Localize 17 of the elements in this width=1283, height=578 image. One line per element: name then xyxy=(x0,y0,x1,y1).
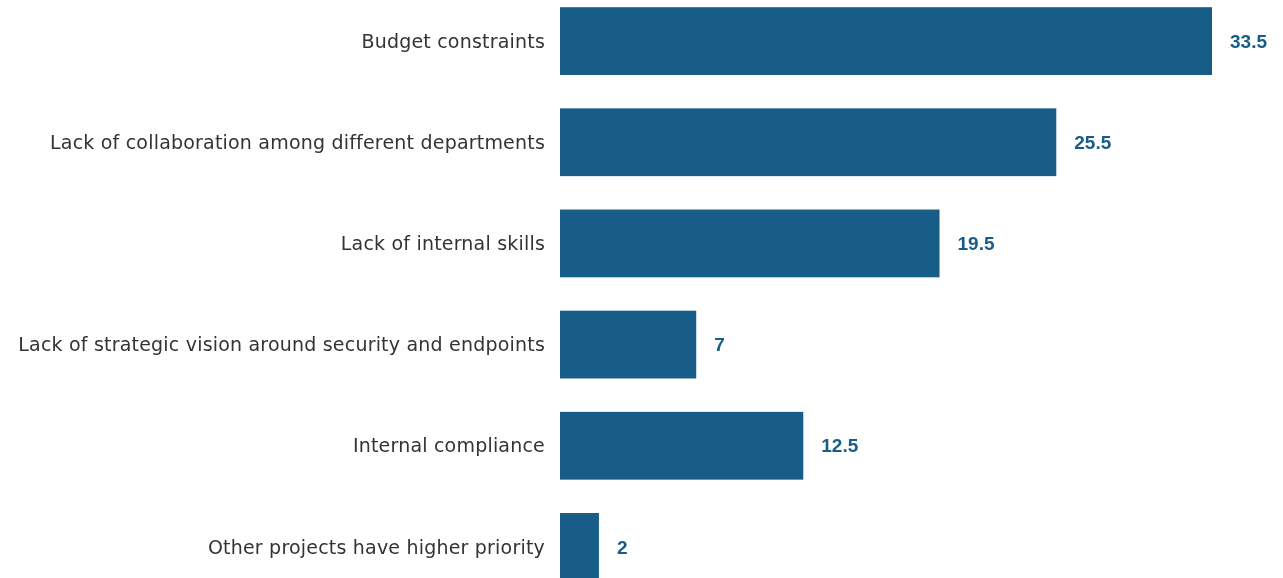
y-tick-label: Budget constraints xyxy=(361,29,545,52)
data-label: 25.5 xyxy=(1074,131,1112,153)
data-label: 2 xyxy=(616,536,628,558)
data-label: 12.5 xyxy=(821,435,859,457)
bar xyxy=(560,7,1212,75)
data-label: 19.5 xyxy=(957,233,995,255)
bar xyxy=(560,411,804,480)
data-label: 33.5 xyxy=(1230,30,1268,52)
y-tick-label: Other projects have higher priority xyxy=(207,535,545,558)
bar xyxy=(560,108,1057,177)
y-tick-label: Internal compliance xyxy=(352,434,545,457)
bar xyxy=(560,209,940,278)
y-tick-label: Lack of internal skills xyxy=(340,232,545,255)
data-label: 7 xyxy=(714,334,725,356)
y-tick-label: Lack of strategic vision around security and endpoints xyxy=(18,333,545,356)
y-tick-label: Lack of collaboration among different departments xyxy=(50,130,545,153)
bar xyxy=(560,310,697,379)
